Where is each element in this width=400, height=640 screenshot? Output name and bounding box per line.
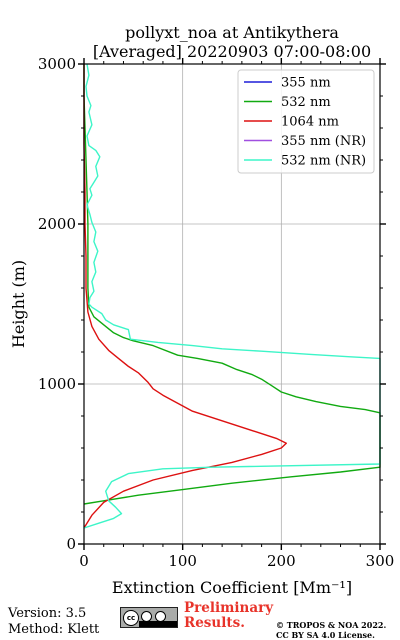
legend-box: [237, 69, 375, 174]
copyright-line1: © TROPOS & NOA 2022.: [276, 620, 387, 630]
series-line-1064-nm: [83, 64, 287, 529]
y-tick-label: 1000: [38, 375, 76, 393]
x-tick-label: 300: [366, 552, 395, 570]
x-tick-label: 0: [79, 552, 89, 570]
chart-title-line1: pollyxt_noa at Antikythera: [125, 23, 339, 42]
legend-label: 532 nm (NR): [281, 154, 366, 169]
series-line-532-nm: [83, 64, 381, 505]
legend: 355 nm 532 nm 1064 nm 355 nm (NR) 532 nm (NR…: [237, 69, 375, 174]
y-tick-label: 0: [66, 535, 76, 553]
preliminary-notice: Preliminary Results.: [184, 601, 273, 631]
copyright-notice: © TROPOS & NOA 2022. CC BY SA 4.0 Licens…: [276, 620, 386, 640]
version-text: Version: 3.5: [8, 606, 87, 621]
version-info: Version: 3.5 Method: Klett: [8, 606, 99, 638]
copyright-line2: CC BY SA 4.0 License.: [276, 630, 375, 640]
cc-icon: cc: [123, 610, 139, 626]
extinction-chart: pollyxt_noa at Antikythera [Averaged] 20…: [9, 23, 395, 597]
license-strip: [139, 621, 177, 627]
legend-label: 355 nm (NR): [281, 134, 366, 149]
legend-label: 1064 nm: [281, 115, 339, 130]
method-text: Method: Klett: [8, 622, 100, 637]
preliminary-line2: Results.: [184, 615, 245, 631]
legend-label: 532 nm: [281, 95, 331, 110]
cc-by-sa-logo: cc: [120, 607, 178, 628]
x-tick-label: 100: [168, 552, 197, 570]
y-axis-label: Height (m): [9, 260, 28, 348]
preliminary-line1: Preliminary: [184, 600, 274, 616]
legend-label: 355 nm: [281, 76, 331, 91]
series-line-532-nm-nr-: [83, 63, 381, 529]
y-tick-label: 3000: [38, 55, 76, 73]
x-tick-label: 200: [267, 552, 296, 570]
series-lines: [83, 63, 381, 529]
y-tick-label: 2000: [38, 215, 76, 233]
x-axis-label: Extinction Coefficient [Mm⁻¹]: [112, 578, 352, 597]
chart-title-line2: [Averaged] 20220903 07:00-08:00: [93, 42, 371, 61]
plot-frame: [83, 63, 381, 545]
